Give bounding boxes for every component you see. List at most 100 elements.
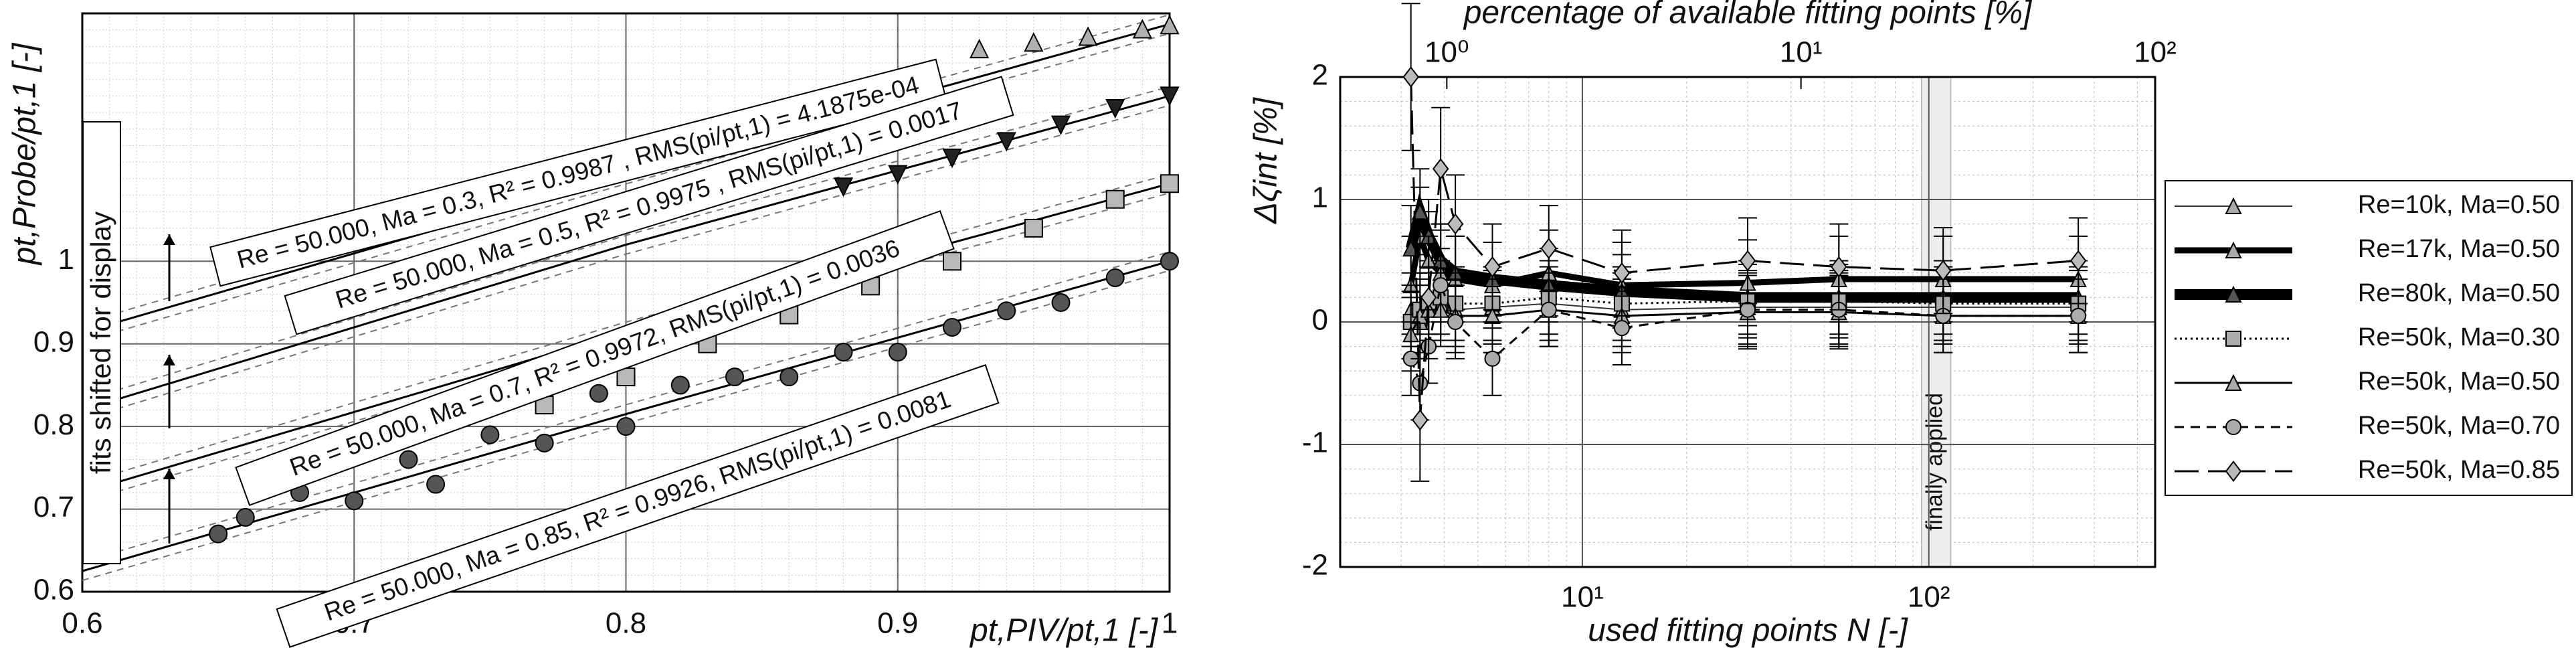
- marker: [1105, 98, 1125, 119]
- marker: [1132, 19, 1152, 39]
- marker: [589, 384, 608, 403]
- marker: [1051, 293, 1071, 312]
- side-note-text: fits shifted for display: [85, 212, 116, 474]
- fit-line: [82, 94, 1170, 411]
- annotation-box: [276, 364, 1000, 648]
- marker: [779, 367, 799, 387]
- x-tick-label: 0.9: [877, 607, 918, 640]
- marker: [1432, 158, 1449, 180]
- marker: [2225, 374, 2242, 391]
- arrow-head: [163, 469, 175, 479]
- fit-band: [82, 251, 1170, 563]
- y-tick-label: 0.7: [33, 491, 74, 523]
- fit-band: [82, 270, 1170, 582]
- marker: [1105, 268, 1125, 287]
- fit-band: [82, 173, 1170, 484]
- marker: [209, 524, 228, 544]
- marker: [1739, 250, 1756, 272]
- legend-label: Re=10k, Ma=0.50: [2358, 191, 2560, 219]
- y-tick-label: 2: [1312, 59, 1328, 92]
- legend-label: Re=17k, Ma=0.50: [2358, 235, 2560, 263]
- y-tick-label: -1: [1302, 426, 1328, 459]
- series-line: [1410, 296, 2079, 323]
- x2-tick-label: 10¹: [1780, 36, 1823, 69]
- x2-axis-label: percentage of available fitting points […: [1463, 0, 2033, 31]
- x-tick-label: 1: [1162, 607, 1178, 640]
- y-tick-label: 0.6: [33, 574, 74, 606]
- marker: [1740, 301, 1756, 318]
- marker: [725, 367, 744, 387]
- marker: [1613, 320, 1630, 337]
- marker: [1160, 15, 1180, 35]
- x-tick-label: 10¹: [1561, 581, 1604, 614]
- legend-label: Re=80k, Ma=0.50: [2358, 279, 2560, 307]
- marker: [1484, 350, 1501, 367]
- marker: [2225, 461, 2242, 482]
- marker: [1411, 203, 1429, 220]
- arrow-head: [163, 234, 175, 245]
- marker: [943, 318, 961, 337]
- y-tick-label: 1: [1312, 181, 1328, 214]
- marker: [1447, 314, 1464, 330]
- marker: [2225, 197, 2242, 214]
- marker: [1412, 409, 1429, 431]
- marker: [480, 425, 500, 444]
- annotation-box: [235, 210, 955, 507]
- marker: [2225, 285, 2242, 303]
- marker: [236, 507, 255, 527]
- marker: [1447, 213, 1464, 235]
- legend-label: Re=50k, Ma=0.85: [2358, 456, 2560, 484]
- y-axis-label: pt,Probe/pt,1 [-]: [7, 42, 43, 266]
- annotation-box: [209, 58, 947, 287]
- marker: [1540, 238, 1558, 260]
- marker: [1160, 86, 1180, 106]
- x-tick-label: 0.6: [62, 607, 102, 640]
- marker: [833, 177, 854, 197]
- fit-band: [82, 86, 1170, 402]
- marker: [1433, 277, 1449, 294]
- marker: [888, 343, 907, 362]
- marker: [399, 450, 418, 469]
- y-tick-label: 1: [58, 243, 74, 276]
- marker: [1934, 260, 1952, 282]
- legend-label: Re=50k, Ma=0.50: [2358, 367, 2560, 396]
- marker: [996, 132, 1016, 152]
- x2-tick-label: 10²: [2134, 36, 2177, 69]
- marker: [2225, 331, 2241, 347]
- x-tick-label: 10²: [1908, 581, 1950, 614]
- y-tick-label: 0.9: [33, 325, 74, 358]
- marker: [1160, 252, 1179, 271]
- marker: [942, 149, 962, 169]
- marker: [943, 252, 961, 271]
- y-tick-label: 0.8: [33, 408, 74, 441]
- legend-label: Re=50k, Ma=0.30: [2358, 323, 2560, 351]
- annotation-box: [284, 76, 1014, 335]
- marker: [1613, 262, 1631, 284]
- marker: [1484, 256, 1501, 278]
- marker: [616, 417, 636, 436]
- marker: [1105, 189, 1125, 209]
- annotation-text: finally applied: [1922, 393, 1948, 531]
- marker: [970, 38, 990, 59]
- marker: [888, 165, 908, 185]
- arrow-head: [163, 355, 175, 365]
- x-tick-label: 0.8: [606, 607, 646, 640]
- fit-line: [82, 260, 1170, 572]
- marker: [670, 376, 690, 395]
- marker: [1024, 31, 1044, 52]
- marker: [834, 343, 853, 362]
- marker: [1420, 286, 1437, 309]
- side-note-box: [82, 121, 121, 564]
- plot-frame: [1339, 76, 2156, 568]
- marker: [2225, 241, 2242, 258]
- legend-label: Re=50k, Ma=0.70: [2358, 412, 2560, 440]
- marker: [1160, 174, 1179, 193]
- marker: [1540, 301, 1557, 318]
- x-axis-label: used fitting points N [-]: [1588, 613, 1908, 649]
- marker: [1831, 256, 1847, 278]
- marker: [997, 301, 1016, 321]
- marker: [1024, 218, 1043, 238]
- series-line: [1410, 76, 2079, 420]
- side-note: fits shifted for display: [82, 121, 121, 564]
